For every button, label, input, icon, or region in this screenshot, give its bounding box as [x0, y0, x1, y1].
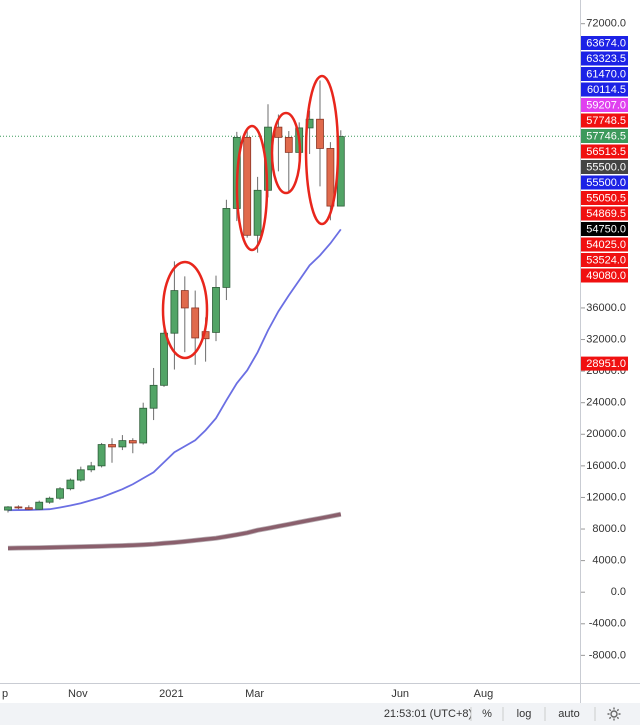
- annotation-ellipse: [304, 74, 340, 226]
- price-label-box: [581, 36, 628, 50]
- y-tick-label: -8000.0: [589, 649, 626, 661]
- candle-body: [45, 497, 54, 503]
- price-label-box: [581, 160, 628, 174]
- price-label: 28951.0: [586, 358, 626, 370]
- candle-body: [170, 290, 179, 334]
- price-label: 54869.5: [586, 208, 626, 220]
- y-tick-label: 12000.0: [586, 491, 626, 503]
- candle-body: [14, 506, 23, 509]
- candle-body: [284, 136, 293, 153]
- candle-body: [76, 469, 85, 481]
- price-label-box: [581, 51, 628, 66]
- price-label-box: [581, 237, 628, 252]
- toolbar-bg: [0, 703, 640, 725]
- y-tick-label: 8000.0: [592, 523, 626, 535]
- candle-body: [118, 440, 127, 448]
- y-tick-label: -4000.0: [589, 618, 626, 630]
- x-tick-label: Nov: [68, 688, 88, 700]
- x-tick-label: Aug: [474, 688, 494, 700]
- candle-body: [4, 506, 12, 511]
- ma-line: [7, 512, 342, 550]
- price-label: 63674.0: [586, 37, 626, 49]
- price-label: 63323.5: [586, 53, 626, 65]
- x-tick-label: Mar: [245, 688, 264, 700]
- price-label: 53524.0: [586, 254, 626, 266]
- price-label: 61470.0: [586, 68, 626, 80]
- log-button[interactable]: log: [517, 708, 532, 720]
- candle-body: [128, 440, 137, 444]
- price-label: 55500.0: [586, 177, 626, 189]
- price-label: 49080.0: [586, 270, 626, 282]
- price-labels: 63674.0 63323.5 61470.0 60114.5 59207.0 57748…: [581, 36, 628, 371]
- candle-body: [108, 444, 116, 448]
- price-label-box: [581, 129, 628, 143]
- annotation-ellipse: [161, 260, 209, 360]
- candle-body: [326, 148, 335, 207]
- price-label-box: [581, 144, 628, 159]
- percent-button[interactable]: %: [482, 708, 492, 720]
- candle-body: [87, 465, 96, 471]
- price-label-box: [581, 268, 628, 283]
- candle-body: [316, 118, 324, 149]
- price-label: 59207.0: [586, 99, 626, 111]
- price-label-box: [581, 253, 628, 267]
- auto-button[interactable]: auto: [558, 708, 579, 720]
- price-label-box: [581, 175, 628, 190]
- candle-body: [97, 444, 106, 467]
- price-label-box: [581, 67, 628, 81]
- x-tick-label: 2021: [159, 688, 183, 700]
- price-label-box: [581, 113, 628, 128]
- price-label-box: [581, 191, 628, 205]
- price-label: 57748.5: [586, 115, 626, 127]
- candle-body: [56, 488, 64, 499]
- price-label: 57746.5: [586, 130, 626, 142]
- y-tick-label: 24000.0: [586, 397, 626, 409]
- price-axis: 72000.036000.032000.028000.024000.020000…: [581, 18, 628, 661]
- candle-body: [35, 501, 44, 510]
- y-tick-label: 32000.0: [586, 333, 626, 345]
- candle-body: [222, 208, 231, 288]
- price-label-box: [581, 222, 628, 236]
- x-tick-label: p: [2, 688, 8, 700]
- price-label-box: [581, 356, 628, 371]
- candle-body: [139, 407, 148, 444]
- candle-body: [180, 290, 189, 309]
- y-tick-label: 4000.0: [592, 555, 626, 567]
- price-label: 54025.0: [586, 239, 626, 251]
- price-label: 55500.0: [586, 161, 626, 173]
- toolbar: 21:53:01 (UTC+8) % log auto: [0, 703, 640, 725]
- candle-body: [243, 136, 252, 236]
- price-label: 60114.5: [587, 84, 626, 96]
- candle-body: [149, 384, 158, 409]
- y-tick-label: 16000.0: [586, 460, 626, 472]
- y-tick-label: 0.0: [611, 586, 626, 598]
- annotation-ellipse: [235, 124, 269, 252]
- candle-body: [66, 479, 75, 490]
- price-label-box: [581, 82, 628, 97]
- plot-area: [0, 80, 580, 551]
- candle-body: [24, 507, 33, 510]
- candle-body: [160, 332, 168, 386]
- y-tick-label: 36000.0: [586, 302, 626, 314]
- price-label: 55050.5: [586, 192, 626, 204]
- price-label: 54750.0: [586, 223, 626, 235]
- settings-button[interactable]: [607, 707, 621, 721]
- price-label: 56513.5: [586, 146, 626, 158]
- price-label-box: [581, 206, 628, 221]
- y-tick-label: 72000.0: [586, 18, 626, 30]
- candle-body: [253, 189, 262, 236]
- y-tick-label: 20000.0: [586, 428, 626, 440]
- time-axis: p Nov 2021 Mar Jun Aug: [2, 688, 493, 700]
- annotations: [161, 74, 340, 360]
- candle-body: [212, 287, 220, 333]
- candle-body: [191, 307, 200, 339]
- x-tick-label: Jun: [391, 688, 409, 700]
- ma-line: [7, 228, 342, 512]
- annotation-ellipse: [270, 111, 302, 195]
- price-label-box: [581, 98, 628, 112]
- clock: 21:53:01 (UTC+8): [384, 708, 472, 720]
